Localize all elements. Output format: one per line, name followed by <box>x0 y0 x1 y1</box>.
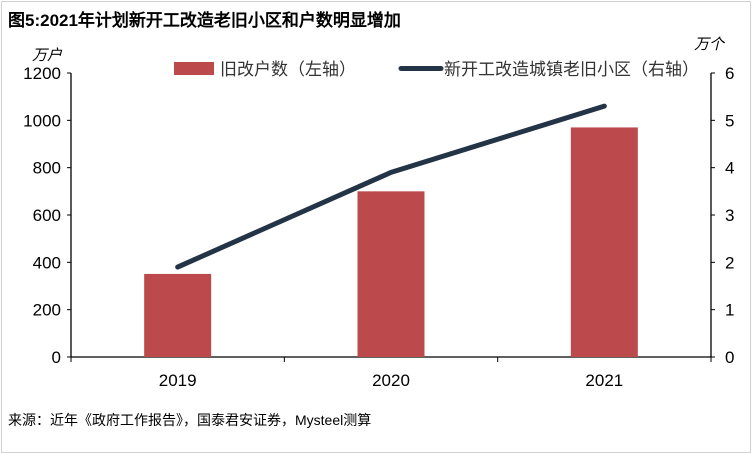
left-tick-label: 1000 <box>23 111 61 130</box>
left-tick-label: 800 <box>33 159 61 178</box>
right-tick-label: 5 <box>725 111 734 130</box>
x-tick-label: 2020 <box>372 371 410 390</box>
left-tick-label: 200 <box>33 301 61 320</box>
legend-line-label: 新开工改造城镇老旧小区（右轴） <box>444 60 699 79</box>
left-tick-label: 600 <box>33 206 61 225</box>
x-tick-label: 2019 <box>159 371 197 390</box>
right-axis-unit: 万个 <box>694 36 726 53</box>
left-axis-unit: 万户 <box>32 47 63 64</box>
legend-bar-label: 旧改户数（左轴） <box>220 60 356 79</box>
left-tick-label: 400 <box>33 253 61 272</box>
x-tick-label: 2021 <box>585 371 623 390</box>
right-tick-label: 2 <box>725 253 734 272</box>
legend-bar-swatch <box>174 62 214 75</box>
left-tick-label: 1200 <box>23 64 61 83</box>
right-tick-label: 6 <box>725 64 734 83</box>
chart-source: 来源：近年《政府工作报告》，国泰君安证券，Mysteel测算 <box>8 412 372 428</box>
chart-title: 图5:2021年计划新开工改造老旧小区和户数明显增加 <box>8 11 401 30</box>
left-tick-label: 0 <box>52 348 61 367</box>
bar-2020 <box>357 191 425 357</box>
right-tick-label: 1 <box>725 301 734 320</box>
bar-2021 <box>570 127 638 357</box>
right-tick-label: 3 <box>725 206 734 225</box>
right-tick-label: 0 <box>725 348 734 367</box>
bar-2019 <box>144 273 212 357</box>
right-tick-label: 4 <box>725 159 734 178</box>
